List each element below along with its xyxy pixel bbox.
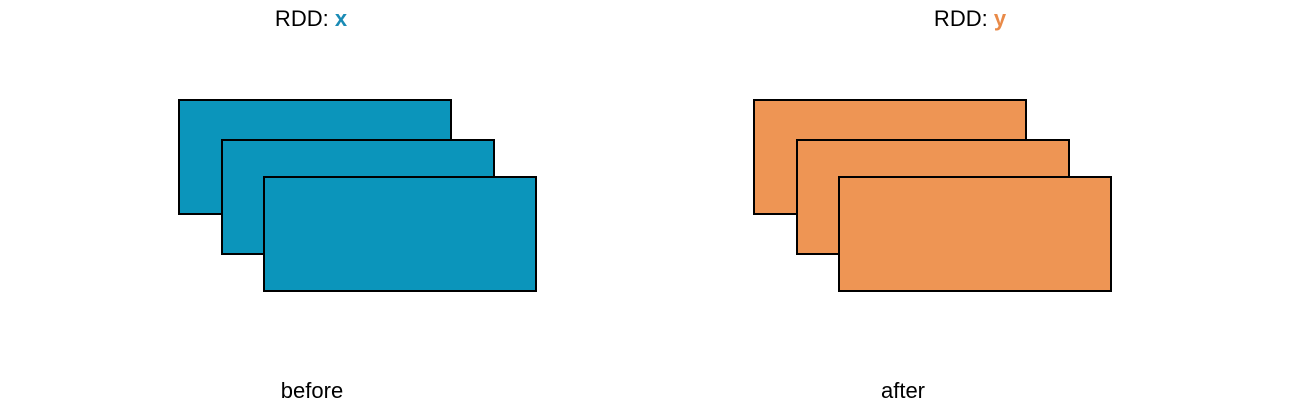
- rdd-x-partition-3: [263, 176, 537, 292]
- rdd-y-name: y: [993, 6, 1007, 31]
- rdd-x-title-prefix: RDD:: [274, 6, 335, 31]
- rdd-y-title-prefix: RDD:: [933, 6, 994, 31]
- rdd-y-partition-3: [838, 176, 1112, 292]
- rdd-x-name: x: [334, 6, 348, 31]
- rdd-x-title: RDD: x: [275, 6, 347, 32]
- rdd-y-title: RDD: y: [934, 6, 1006, 32]
- after-caption: after: [880, 378, 926, 403]
- before-caption: before: [280, 378, 344, 403]
